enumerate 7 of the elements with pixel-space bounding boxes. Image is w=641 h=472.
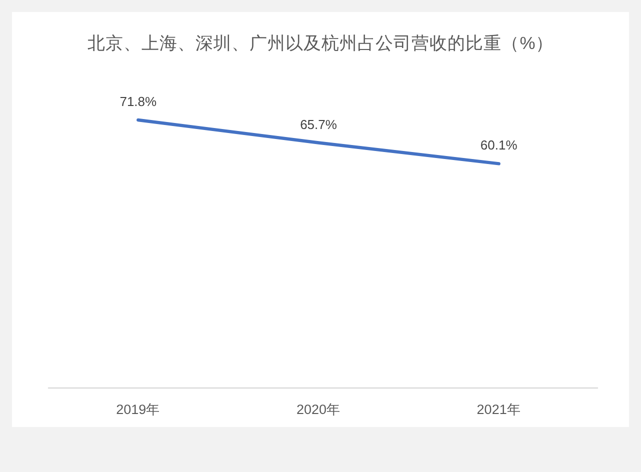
data-label: 71.8% xyxy=(120,94,158,109)
x-tick-label: 2019年 xyxy=(116,402,160,417)
x-tick-label: 2021年 xyxy=(476,402,521,417)
x-tick-label: 2020年 xyxy=(296,402,341,417)
chart-title: 北京、上海、深圳、广州以及杭州占公司营收的比重（%） xyxy=(88,33,554,53)
data-label: 60.1% xyxy=(480,138,518,153)
data-label: 65.7% xyxy=(300,116,338,132)
